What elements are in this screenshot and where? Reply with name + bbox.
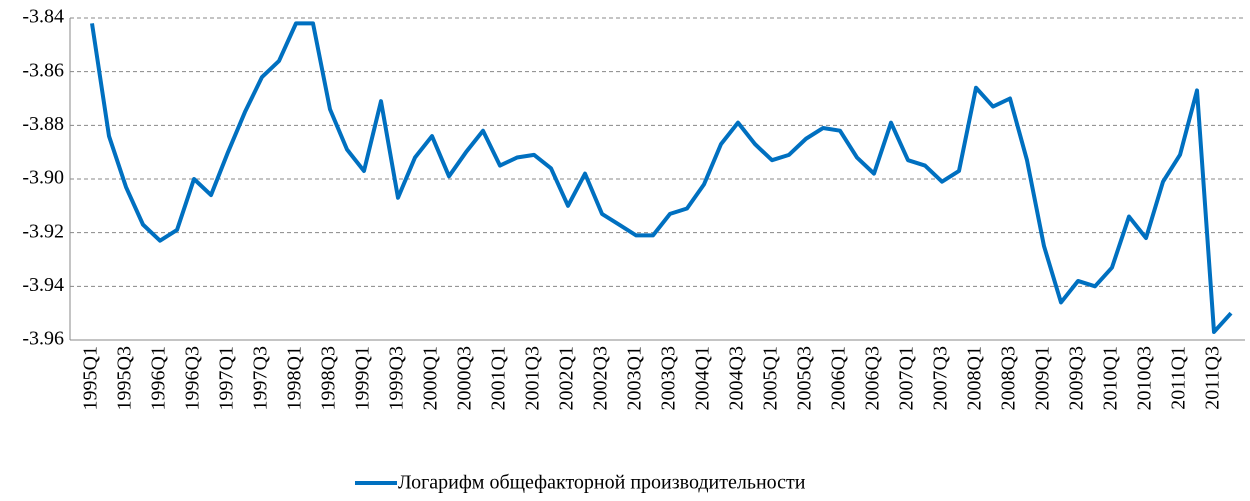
x-tick-label: 2005Q1 xyxy=(760,346,782,410)
x-tick-label: 1995Q3 xyxy=(114,346,136,410)
x-tick-label: 1997Q3 xyxy=(250,346,272,410)
x-tick-label: 2000Q3 xyxy=(454,346,476,410)
x-tick-label: 2010Q3 xyxy=(1134,346,1156,410)
y-tick-label: -3.88 xyxy=(22,113,64,135)
y-tick-label: -3.86 xyxy=(22,59,64,81)
x-tick-label: 2002Q3 xyxy=(590,346,612,410)
x-tick-label: 1999Q1 xyxy=(352,346,374,410)
x-tick-label: 2004Q1 xyxy=(692,346,714,410)
x-tick-label: 2007Q3 xyxy=(930,346,952,410)
x-tick-label: 2001Q3 xyxy=(522,346,544,410)
y-tick-label: -3.84 xyxy=(22,6,64,28)
x-tick-label: 2008Q3 xyxy=(998,346,1020,410)
x-tick-label: 1999Q3 xyxy=(386,346,408,410)
x-tick-label: 1998Q3 xyxy=(318,346,340,410)
x-tick-label: 2009Q1 xyxy=(1032,346,1054,410)
x-tick-label: 2011Q1 xyxy=(1168,346,1190,410)
y-tick-label: -3.92 xyxy=(22,220,64,242)
x-tick-label: 1996Q3 xyxy=(182,346,204,410)
x-tick-label: 2000Q1 xyxy=(420,346,442,410)
y-tick-label: -3.96 xyxy=(22,328,64,350)
x-tick-label: 2010Q1 xyxy=(1100,346,1122,410)
x-tick-label: 2006Q3 xyxy=(862,346,884,410)
x-tick-label: 2003Q3 xyxy=(658,346,680,410)
x-tick-label: 2004Q3 xyxy=(726,346,748,410)
legend-label: Логарифм общефакторной производительност… xyxy=(398,472,806,494)
x-tick-label: 1997Q1 xyxy=(216,346,238,410)
data-line xyxy=(90,21,1233,334)
x-tick-label: 2003Q1 xyxy=(624,346,646,410)
x-tick-label: 2001Q1 xyxy=(488,346,510,410)
x-tick-label: 2008Q1 xyxy=(964,346,986,410)
x-tick-label: 1995Q1 xyxy=(80,346,102,410)
x-tick-label: 1998Q1 xyxy=(284,346,306,410)
x-tick-label: 2002Q1 xyxy=(556,346,578,410)
y-tick-label: -3.90 xyxy=(22,167,64,189)
x-tick-label: 2005Q3 xyxy=(794,346,816,410)
y-tick-label: -3.94 xyxy=(22,274,64,296)
x-tick-label: 1996Q1 xyxy=(148,346,170,410)
x-tick-label: 2006Q1 xyxy=(828,346,850,410)
x-tick-label: 2007Q1 xyxy=(896,346,918,410)
x-tick-label: 2011Q3 xyxy=(1202,346,1224,410)
x-tick-label: 2009Q3 xyxy=(1066,346,1088,410)
